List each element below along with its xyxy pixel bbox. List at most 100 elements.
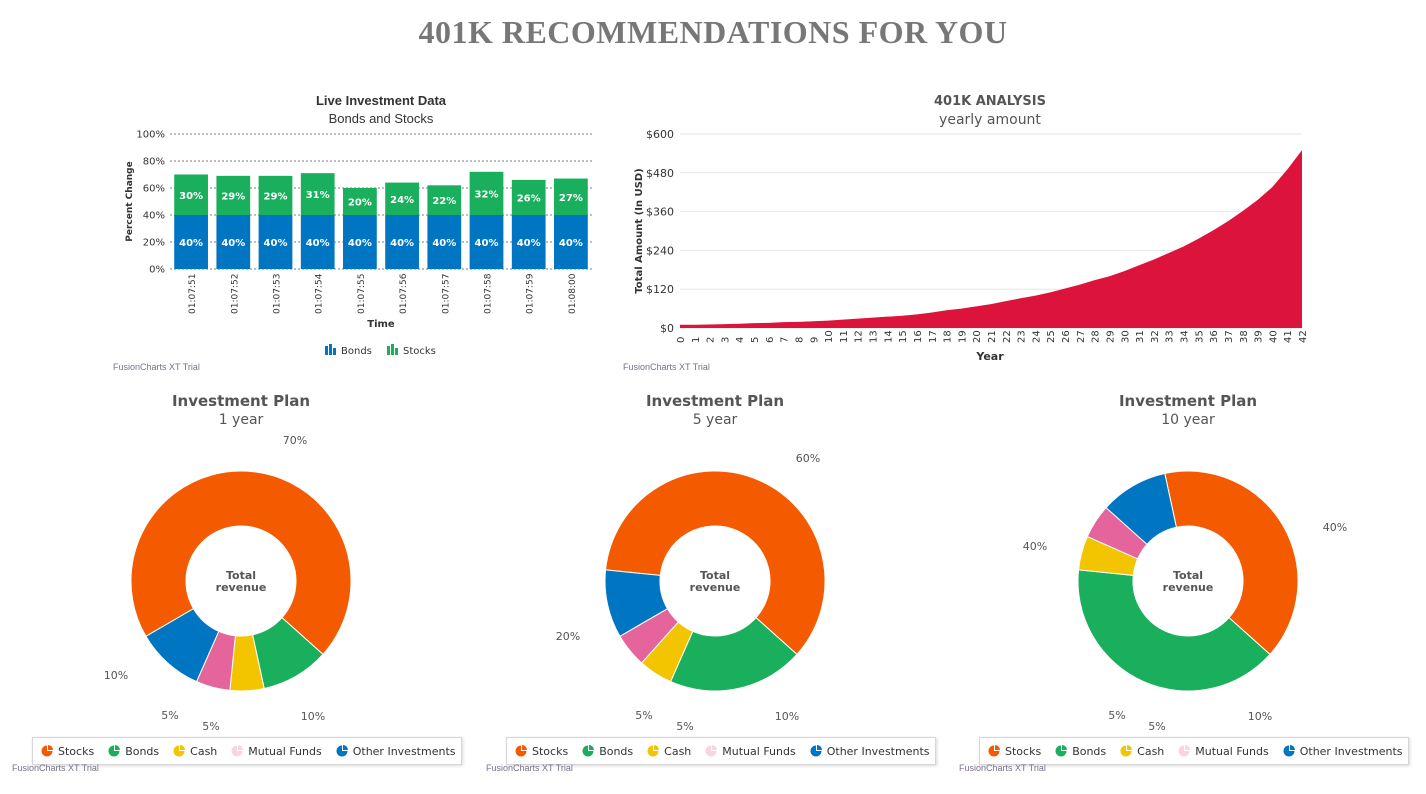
pie-slice-other-investments <box>604 569 669 637</box>
area-x-tick-label: 22 <box>1002 330 1013 343</box>
pie-legend-icon <box>810 745 822 757</box>
legend-item-other-investments[interactable]: Other Investments <box>1283 745 1402 758</box>
pie-legend-icon-wedge <box>589 745 595 750</box>
area-x-tick-label: 26 <box>1061 330 1072 343</box>
pie-legend-3: Stocks Bonds Cash Mutual Funds Other Investm… <box>979 737 1410 765</box>
legend-item-label: Cash <box>664 744 692 758</box>
pie-data-label: 10% <box>104 669 128 682</box>
pie-legend-icon <box>1120 745 1133 757</box>
bar-stocks-7 <box>469 171 504 215</box>
legend-item-cash[interactable]: Cash <box>173 745 217 758</box>
legend-item-stocks[interactable]: Stocks <box>988 745 1041 758</box>
legend-item-bonds[interactable]: Bonds <box>108 745 159 758</box>
pie-slice-stocks <box>605 470 826 656</box>
legend-item-bonds[interactable]: Bonds <box>582 745 633 758</box>
pie-data-label: 10% <box>775 710 799 723</box>
area-x-tick-label: 4 <box>735 337 746 343</box>
area-x-tick-label: 32 <box>1150 330 1161 343</box>
area-x-tick-label: 31 <box>1135 330 1146 343</box>
pie-legend-icon-wedge <box>115 745 121 750</box>
area-y-tick-label: $600 <box>646 128 674 141</box>
area-x-tick-label: 2 <box>706 337 717 343</box>
area-x-tick-label: 10 <box>824 330 835 343</box>
pie-data-label: 10% <box>1248 710 1272 723</box>
area-x-tick-label: 42 <box>1298 330 1309 343</box>
area-x-tick-label: 28 <box>1091 330 1102 343</box>
area-x-tick-label: 12 <box>854 330 865 343</box>
bar-data-label: 27% <box>559 193 583 204</box>
bar-x-tick-label: 01:07:56 <box>399 273 409 314</box>
bar-data-label: 40% <box>517 238 541 249</box>
pie-legend-icon <box>173 745 186 757</box>
pie-legend-icon-body <box>1178 745 1190 757</box>
legend-item-mutual-funds[interactable]: Mutual Funds <box>1178 745 1269 758</box>
area-y-axis-title: Total Amount (In USD) <box>634 168 645 293</box>
bar-y-tick-label: 80% <box>143 157 165 168</box>
pie-center-label-line2: revenue <box>690 581 741 594</box>
bar-y-axis-title: Percent Change <box>125 161 135 241</box>
pie-legend-icon-body <box>988 745 1000 757</box>
pie-legend-icon-wedge <box>342 745 348 750</box>
legend-item-mutual-funds[interactable]: Mutual Funds <box>231 745 322 758</box>
bar-bonds-1 <box>216 215 251 269</box>
bar-stocks-3 <box>300 173 335 215</box>
bar-data-label: 40% <box>559 238 583 249</box>
bar-x-tick-label: 01:08:00 <box>568 273 578 314</box>
bar-bonds-4 <box>343 215 377 269</box>
legend-item-other-investments[interactable]: Other Investments <box>336 745 455 758</box>
pie-legend-icon-wedge <box>1185 745 1191 750</box>
pie-legend-icon <box>988 745 1000 757</box>
bar-data-label: 40% <box>306 238 330 249</box>
area-x-tick-label: 40 <box>1268 330 1279 343</box>
area-x-tick-label: 18 <box>943 330 954 343</box>
bar-x-tick-label: 01:07:51 <box>188 274 198 314</box>
bar-stocks-0 <box>174 174 208 215</box>
pie-legend-icon <box>647 745 660 757</box>
area-x-tick-label: 25 <box>1046 330 1057 343</box>
pie-legend-icon <box>705 745 718 757</box>
area-x-tick-label: 8 <box>794 337 805 343</box>
bar-chart-title: Live Investment Data <box>316 93 447 108</box>
pie-legend-1: Stocks Bonds Cash Mutual Funds Other Investm… <box>32 737 463 765</box>
bar-data-label: 30% <box>179 191 203 202</box>
pie-center-label-line1: Total <box>1173 569 1203 582</box>
pie-legend-icon <box>108 745 121 757</box>
area-x-tick-label: 19 <box>957 330 968 343</box>
legend-item-mutual-funds[interactable]: Mutual Funds <box>705 745 796 758</box>
bar-data-label: 20% <box>348 198 372 209</box>
legend-item-bonds[interactable]: Bonds <box>1055 745 1106 758</box>
area-x-tick-label: 17 <box>928 330 939 343</box>
bar-y-tick-label: 20% <box>143 238 165 249</box>
legend-item-stocks[interactable]: Stocks <box>515 745 568 758</box>
area-y-tick-label: $480 <box>646 167 674 180</box>
legend-item-other-investments[interactable]: Other Investments <box>810 745 929 758</box>
pie-subtitle-3: 10 year <box>1161 412 1215 428</box>
pie-data-label: 20% <box>556 630 580 643</box>
pie-title-1: Investment Plan <box>172 392 310 410</box>
pie-legend-icon-body <box>173 745 185 757</box>
area-x-tick-label: 38 <box>1239 330 1250 343</box>
legend-item-stocks[interactable]: Stocks <box>41 745 94 758</box>
bar-data-label: 40% <box>221 238 245 249</box>
bar-stocks-6 <box>427 185 462 215</box>
legend-bar-icon <box>333 348 336 355</box>
legend-bar-icon <box>329 344 332 355</box>
area-x-tick-label: 11 <box>839 330 850 343</box>
pie-legend-icon-wedge <box>995 745 1000 750</box>
legend-item-label: Bonds <box>1072 744 1107 758</box>
bar-data-label: 22% <box>432 196 456 207</box>
legend-bar-icon <box>395 348 398 355</box>
bar-data-label: 24% <box>390 195 414 206</box>
legend-item-cash[interactable]: Cash <box>1120 745 1164 758</box>
area-x-tick-label: 9 <box>809 337 820 343</box>
pie-legend-icon-body <box>1120 745 1132 757</box>
bar-x-tick-label: 01:07:52 <box>230 274 240 314</box>
area-x-tick-label: 27 <box>1076 330 1087 343</box>
pie-data-label: 5% <box>1108 709 1125 722</box>
area-x-tick-label: 33 <box>1165 330 1176 343</box>
pie-data-label: 5% <box>202 720 219 733</box>
bar-legend-bonds: Bonds <box>341 346 372 357</box>
area-x-tick-label: 21 <box>987 330 998 343</box>
legend-item-cash[interactable]: Cash <box>647 745 691 758</box>
